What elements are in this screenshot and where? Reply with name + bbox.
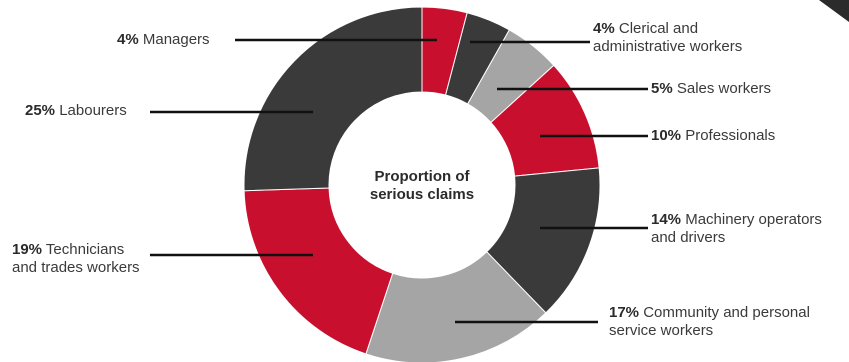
slice-label-line: administrative workers [593, 38, 743, 55]
slice-label-line: and trades workers [12, 259, 140, 276]
slice-label-line: 17% Community and personal [609, 304, 810, 321]
slice-label-2: 4% Clerical and administrative workers [593, 20, 742, 56]
slice-value: 5% [651, 80, 673, 97]
slice-6 [365, 251, 547, 362]
slice-value: 14% [651, 211, 682, 228]
slice-8 [243, 6, 423, 192]
slice-label-5: 14% Machinery operators and drivers [651, 211, 822, 247]
slice-label-line: 5% Sales workers [651, 80, 772, 97]
slice-label-line: 4% Managers [117, 31, 210, 48]
slice-value: 17% [609, 304, 640, 321]
slice-value: 25% [25, 102, 56, 119]
slice-label-7: 19% Technicians and trades workers [12, 241, 140, 277]
corner-decoration [819, 0, 849, 22]
slice-label-6: 17% Community and personal service worker… [609, 304, 810, 340]
center-title: Proportion of serious claims [352, 168, 492, 204]
slice-label-line: 10% Professionals [651, 127, 776, 144]
slice-label-1: 4% Managers [117, 31, 210, 49]
slice-label-8: 25% Labourers [25, 102, 127, 120]
slice-value: 4% [593, 20, 615, 37]
slice-label-4: 10% Professionals [651, 127, 775, 145]
slice-label-3: 5% Sales workers [651, 80, 771, 98]
slice-7 [243, 187, 394, 355]
center-title-line-2: serious claims [369, 186, 475, 203]
slice-label-line: 14% Machinery operators [651, 211, 822, 228]
slice-label-line: 4% Clerical and [593, 20, 699, 37]
slice-label-line: service workers [609, 322, 714, 339]
center-title-line-1: Proportion of [374, 168, 470, 185]
slice-label-line: 19% Technicians [12, 241, 125, 258]
slice-label-line: 25% Labourers [25, 102, 127, 119]
slice-value: 10% [651, 127, 682, 144]
slice-value: 4% [117, 31, 139, 48]
slice-label-line: and drivers [651, 229, 726, 246]
slice-value: 19% [12, 241, 43, 258]
